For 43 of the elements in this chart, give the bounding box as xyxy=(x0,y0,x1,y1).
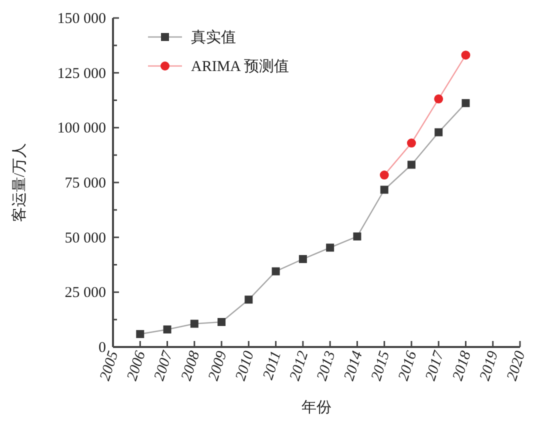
point xyxy=(380,186,388,194)
point xyxy=(190,320,198,328)
point xyxy=(272,267,280,276)
y-tick-label: 0 xyxy=(98,340,106,356)
point xyxy=(461,50,470,60)
y-tick-label: 100 000 xyxy=(57,120,106,137)
point xyxy=(136,330,144,338)
x-tick-label: 2014 xyxy=(342,348,366,383)
point xyxy=(244,296,253,304)
y-tick-label: 125 000 xyxy=(57,66,106,82)
point xyxy=(353,232,362,240)
x-tick-label: 2006 xyxy=(124,348,150,383)
legend-label: ARIMA 预测值 xyxy=(191,58,289,75)
x-tick-label: 2013 xyxy=(314,349,339,383)
x-tick-label: 2020 xyxy=(504,348,529,383)
point xyxy=(298,255,307,264)
x-axis-title: 年份 xyxy=(302,399,332,416)
point xyxy=(218,318,226,326)
x-tick-label: 2010 xyxy=(232,348,258,383)
point xyxy=(462,99,470,108)
x-tick-label: 2009 xyxy=(206,348,230,383)
x-tick-label: 2018 xyxy=(450,348,475,383)
legend-label: 真实值 xyxy=(191,29,236,46)
x-tick-label: 2011 xyxy=(260,349,285,382)
x-tick-label: 2012 xyxy=(287,348,312,383)
point xyxy=(406,138,416,148)
point xyxy=(380,170,389,180)
point xyxy=(407,160,416,169)
point xyxy=(326,244,334,252)
y-tick-label: 25 000 xyxy=(64,285,106,302)
x-tick-label: 2019 xyxy=(477,348,502,383)
point xyxy=(163,325,172,334)
x-tick-label: 2007 xyxy=(152,348,177,383)
point xyxy=(434,94,444,104)
x-tick-label: 2017 xyxy=(422,348,448,383)
y-tick-label: 150 000 xyxy=(57,11,106,27)
x-tick-label: 2008 xyxy=(178,348,204,383)
point xyxy=(434,128,443,136)
x-tick-label: 2015 xyxy=(368,348,394,383)
y-tick-label: 75 000 xyxy=(64,176,106,192)
x-tick-label: 2016 xyxy=(396,348,420,383)
y-tick-label: 50 000 xyxy=(64,230,106,246)
y-axis-title: 客运量/万人 xyxy=(11,142,28,222)
